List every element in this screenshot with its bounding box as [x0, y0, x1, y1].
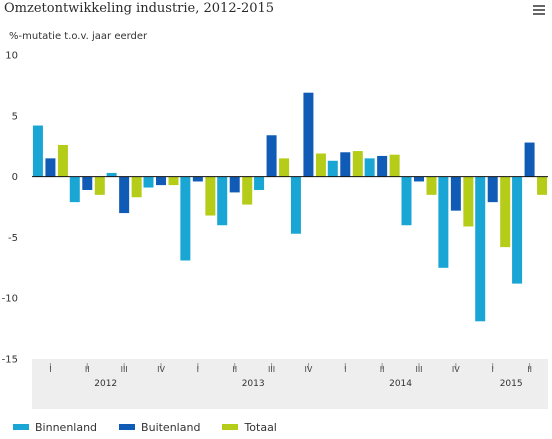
bar-buitenland: [340, 152, 351, 177]
y-tick-label: -15: [2, 355, 18, 366]
bar-binnenland: [69, 176, 80, 203]
bar-binnenland: [438, 176, 449, 268]
bar-binnenland: [401, 176, 412, 226]
legend-item-buitenland[interactable]: Buitenland: [119, 421, 200, 434]
x-tick-label: IV: [452, 365, 460, 374]
legend-label: Totaal: [244, 420, 277, 434]
bar-buitenland: [229, 176, 240, 193]
bar-buitenland: [414, 176, 424, 182]
x-tick-label: IV: [305, 365, 313, 374]
bar-totaal: [389, 154, 400, 177]
chart-title: Omzetontwikkeling industrie, 2012-2015: [4, 1, 275, 16]
bar-binnenland: [364, 158, 375, 177]
bar-totaal: [352, 151, 363, 177]
year-label: 2012: [94, 379, 117, 389]
x-tick-label: I: [344, 365, 346, 374]
bar-buitenland: [524, 142, 535, 177]
bar-buitenland: [82, 176, 93, 190]
bar-binnenland: [254, 176, 265, 190]
bar-binnenland: [32, 125, 43, 177]
bar-totaal: [94, 176, 105, 195]
x-tick-label: I: [197, 365, 199, 374]
bar-totaal: [205, 176, 216, 216]
bar-totaal: [463, 176, 474, 227]
x-tick-label: I: [492, 365, 494, 374]
bar-buitenland: [192, 176, 203, 182]
bar-totaal: [426, 176, 437, 195]
y-axis-label: %-mutatie t.o.v. jaar eerder: [9, 31, 148, 42]
legend-label: Binnenland: [35, 420, 98, 434]
x-axis-band: [32, 359, 548, 409]
x-tick-label: III: [268, 365, 275, 374]
legend-swatch: [119, 424, 136, 430]
bar-totaal: [242, 176, 253, 205]
x-tick-label: II: [527, 365, 532, 374]
y-tick-label: 5: [12, 111, 18, 122]
year-label: 2015: [500, 379, 523, 389]
x-tick-label: III: [121, 365, 128, 374]
bar-buitenland: [377, 155, 388, 177]
bar-binnenland: [290, 176, 301, 234]
bar-buitenland: [303, 92, 314, 177]
bar-buitenland: [156, 176, 166, 186]
hamburger-menu-icon[interactable]: [533, 5, 545, 15]
bar-binnenland: [180, 176, 191, 261]
bar-buitenland: [450, 176, 461, 211]
year-label: 2014: [389, 379, 412, 389]
y-tick-label: 0: [12, 172, 18, 183]
bar-totaal: [500, 176, 511, 248]
year-label: 2013: [242, 379, 265, 389]
bar-buitenland: [119, 176, 130, 214]
legend-swatch: [222, 424, 239, 430]
bar-totaal: [131, 176, 142, 198]
y-tick-label: -5: [8, 233, 18, 244]
bar-binnenland: [217, 176, 228, 226]
x-tick-label: II: [85, 365, 90, 374]
bar-binnenland: [106, 172, 117, 177]
x-tick-label: IV: [157, 365, 165, 374]
bar-buitenland: [45, 158, 56, 177]
x-tick-label: II: [380, 365, 385, 374]
bar-totaal: [168, 176, 179, 186]
y-tick-label: -10: [2, 294, 18, 305]
legend: Binnenland Buitenland Totaal: [13, 418, 299, 436]
bar-buitenland: [487, 176, 498, 203]
bar-totaal: [57, 144, 68, 177]
bar-buitenland: [266, 135, 277, 177]
legend-label: Buitenland: [141, 420, 201, 434]
x-tick-label: III: [415, 365, 422, 374]
bar-binnenland: [512, 176, 523, 284]
y-tick-label: 10: [5, 51, 18, 62]
legend-swatch: [13, 424, 29, 430]
bar-binnenland: [475, 176, 486, 322]
bar-totaal: [279, 158, 290, 177]
x-tick-label: I: [49, 365, 51, 374]
x-tick-label: II: [232, 365, 237, 374]
bar-totaal: [315, 153, 326, 177]
bar-totaal: [537, 176, 548, 195]
bar-binnenland: [327, 160, 338, 177]
legend-item-binnenland[interactable]: Binnenland: [13, 421, 97, 434]
legend-item-totaal[interactable]: Totaal: [222, 420, 277, 434]
bar-binnenland: [143, 176, 154, 188]
